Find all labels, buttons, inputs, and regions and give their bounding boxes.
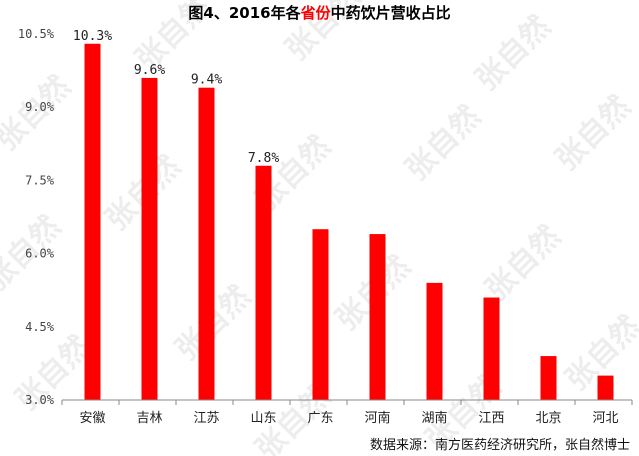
x-category-label: 吉林: [136, 411, 162, 426]
bar-data-label: 9.6%: [134, 63, 165, 78]
x-category-label: 江西: [478, 411, 504, 426]
x-category-label: 北京: [535, 411, 561, 426]
x-category-label: 河南: [364, 410, 390, 426]
x-category-label: 江苏: [193, 410, 219, 426]
y-tick-label: 6.0%: [25, 247, 55, 261]
source-note: 数据来源：南方医药经济研究所，张自然博士: [370, 437, 630, 453]
watermark-text: 张自然: [399, 99, 487, 187]
bar: [540, 356, 557, 400]
bar-data-label: 7.8%: [248, 151, 279, 166]
x-category-label: 湖南: [421, 410, 447, 426]
bar: [141, 77, 158, 401]
x-category-label: 安徽: [79, 411, 105, 426]
x-category-label: 山东: [250, 411, 276, 426]
bars: 10.3% 9.6% 9.4% 7.8%: [73, 29, 614, 401]
watermark-text: 张自然: [549, 89, 637, 177]
watermark-text: 张自然: [479, 219, 567, 307]
watermark-text: 张自然: [469, 9, 557, 97]
chart-title: 图4、2016年各省份中药饮片营收占比: [188, 4, 450, 22]
x-category-label: 广东: [307, 411, 333, 426]
y-tick-label: 9.0%: [25, 100, 55, 114]
bar: [312, 229, 329, 400]
bar: [198, 87, 215, 401]
title-part: 图4、2016年各: [188, 4, 301, 22]
bar-data-label: 10.3%: [73, 29, 112, 44]
title-part: 省份: [300, 4, 332, 22]
x-axis: 安徽 吉林 江苏 山东 广东 河南 湖南 江西 北京 河北: [61, 399, 633, 426]
y-tick-label: 4.5%: [25, 320, 55, 334]
y-tick-label: 10.5%: [18, 27, 55, 41]
bar: [426, 282, 443, 400]
bar: [369, 234, 386, 400]
title-part: 中药饮片营收占比: [331, 4, 451, 22]
bar: [255, 165, 272, 400]
bar-data-label: 9.4%: [191, 73, 222, 88]
y-tick-label: 7.5%: [25, 173, 55, 187]
y-tick-label: 3.0%: [25, 393, 55, 407]
y-axis: 3.0% 4.5% 6.0% 7.5% 9.0% 10.5%: [18, 27, 55, 407]
bar: [84, 43, 101, 400]
bar: [597, 375, 614, 400]
x-category-label: 河北: [592, 411, 618, 426]
bar: [483, 297, 500, 400]
